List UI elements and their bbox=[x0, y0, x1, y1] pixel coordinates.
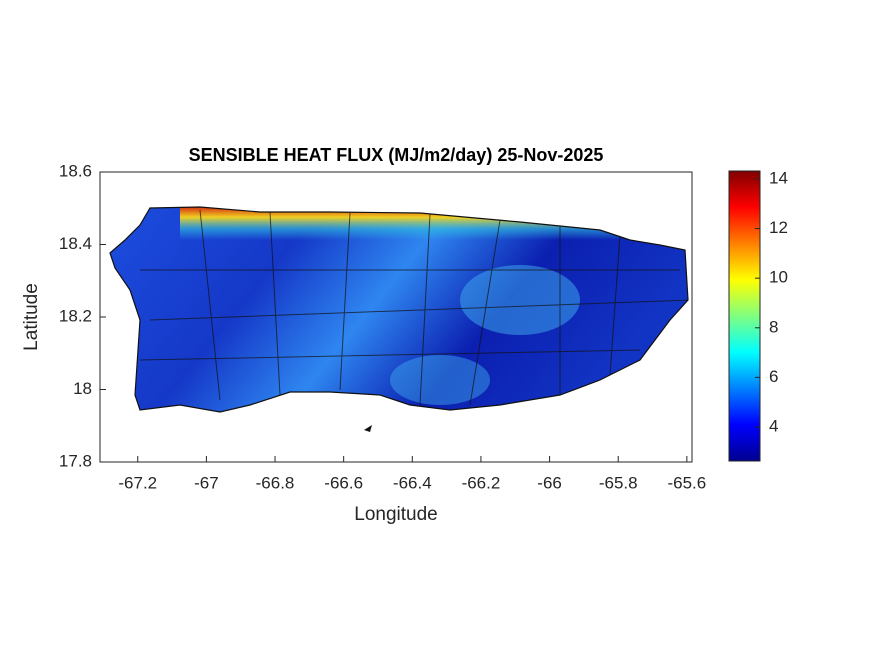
x-tick-label: -66.8 bbox=[256, 473, 295, 492]
x-tick-label: -66 bbox=[537, 473, 562, 492]
coastline bbox=[109, 206, 689, 413]
x-tick-label: -66.2 bbox=[462, 473, 501, 492]
x-tick-label: -66.4 bbox=[393, 473, 432, 492]
x-axis-label: Longitude bbox=[354, 504, 437, 525]
colorbar-tick-label: 4 bbox=[769, 416, 778, 435]
y-axis-label: Latitude bbox=[21, 283, 42, 351]
chart-title: SENSIBLE HEAT FLUX (MJ/m2/day) 25-Nov-20… bbox=[189, 145, 604, 165]
y-tick-label: 18.6 bbox=[59, 161, 92, 180]
x-tick-label: -67.2 bbox=[118, 473, 157, 492]
colorbar-tick-label: 6 bbox=[769, 367, 778, 386]
flux-field bbox=[110, 207, 688, 412]
islet bbox=[364, 425, 372, 432]
y-tick-label: 17.8 bbox=[59, 451, 92, 470]
x-tick-label: -65.6 bbox=[667, 473, 706, 492]
colorbar-tick-label: 10 bbox=[769, 268, 788, 287]
y-tick-label: 18 bbox=[73, 379, 92, 398]
y-tick-label: 18.2 bbox=[59, 306, 92, 325]
y-tick-label: 18.4 bbox=[59, 234, 92, 253]
x-tick-label: -65.8 bbox=[599, 473, 638, 492]
island bbox=[110, 207, 688, 412]
colorbar bbox=[728, 170, 761, 462]
municipal-borders bbox=[139, 209, 688, 406]
flux-patch bbox=[460, 265, 580, 335]
colorbar-tick-label: 8 bbox=[769, 317, 778, 336]
colorbar-tick-label: 12 bbox=[769, 218, 788, 237]
x-tick-label: -66.6 bbox=[324, 473, 363, 492]
colorbar-tick-label: 14 bbox=[769, 168, 788, 187]
x-tick-label: -67 bbox=[194, 473, 219, 492]
flux-patch bbox=[390, 355, 490, 405]
